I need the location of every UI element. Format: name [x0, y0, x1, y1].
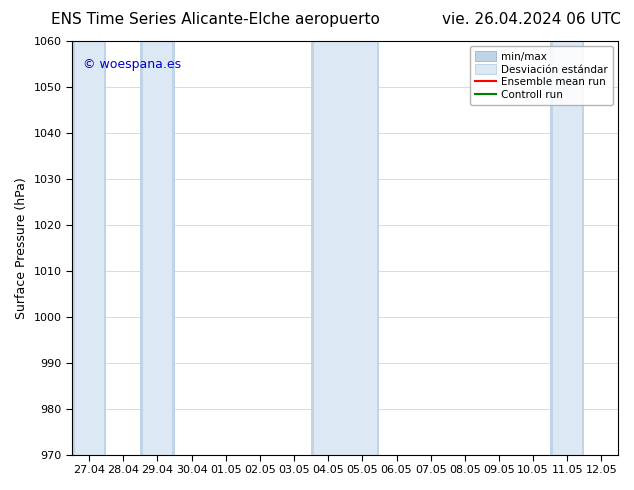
Bar — [311, 41, 379, 455]
Bar — [72, 41, 107, 455]
Bar — [314, 41, 377, 455]
Legend: min/max, Desviación estándar, Ensemble mean run, Controll run: min/max, Desviación estándar, Ensemble m… — [470, 46, 613, 105]
Text: © woespana.es: © woespana.es — [83, 58, 181, 71]
Bar — [550, 41, 585, 455]
Bar — [75, 41, 103, 455]
Bar — [143, 41, 172, 455]
Text: vie. 26.04.2024 06 UTC: vie. 26.04.2024 06 UTC — [443, 12, 621, 27]
Y-axis label: Surface Pressure (hPa): Surface Pressure (hPa) — [15, 177, 28, 318]
Text: ENS Time Series Alicante-Elche aeropuerto: ENS Time Series Alicante-Elche aeropuert… — [51, 12, 380, 27]
Bar — [553, 41, 581, 455]
Bar — [140, 41, 174, 455]
